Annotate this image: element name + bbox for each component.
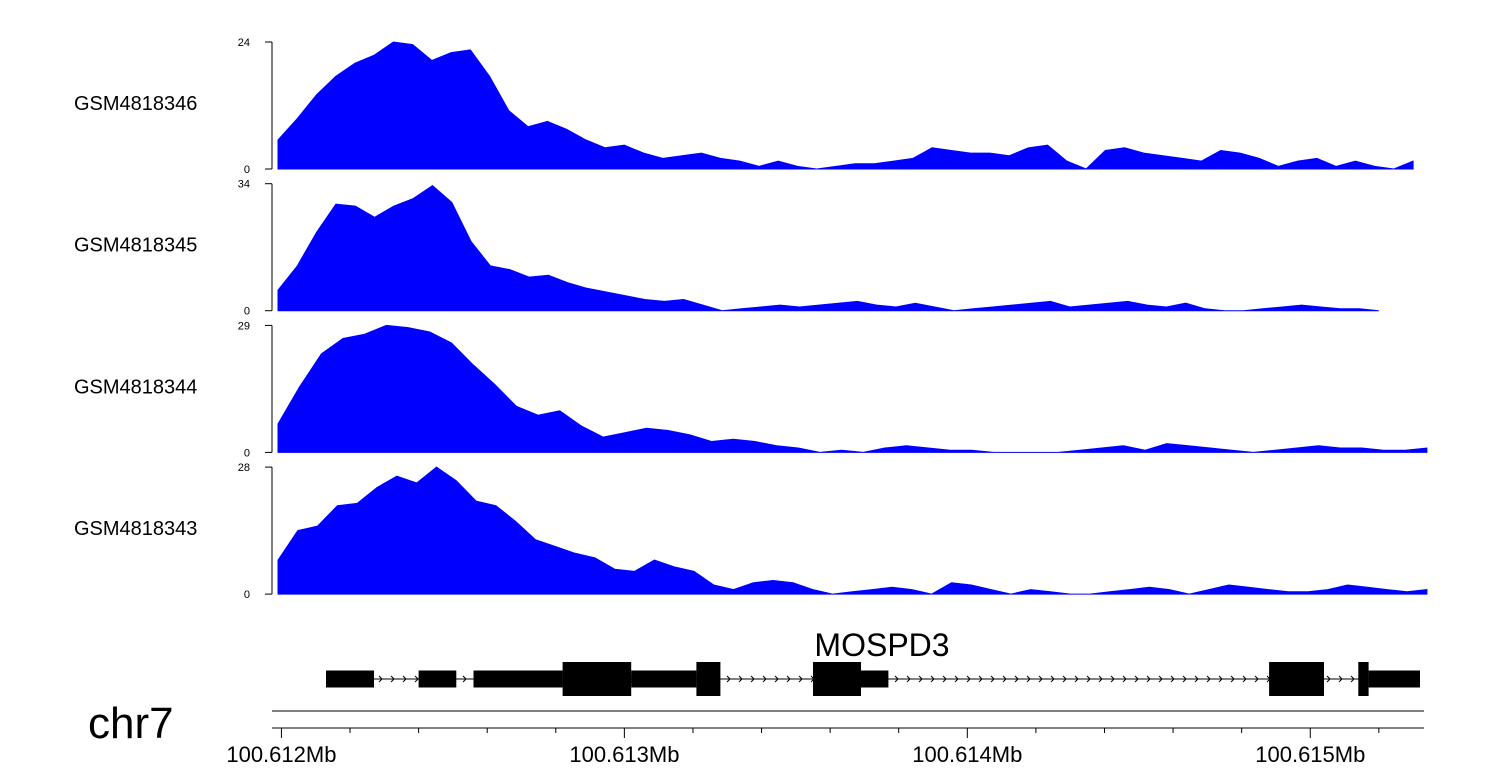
strand-arrow (762, 675, 767, 683)
coding-exon (813, 662, 861, 696)
x-tick-label: 100.614Mb (912, 742, 1022, 767)
strand-arrow (894, 675, 899, 683)
strand-arrow (1194, 675, 1199, 683)
strand-arrow (1098, 675, 1103, 683)
y-tick-label-max: 24 (238, 37, 250, 49)
strand-arrow (402, 675, 407, 683)
coverage-area (277, 184, 1379, 312)
strand-arrow (990, 675, 995, 683)
strand-arrow (966, 675, 971, 683)
strand-arrow (942, 675, 947, 683)
utr-exon (473, 670, 563, 688)
coverage-tracks: 240GSM4818346340GSM4818345290GSM48183442… (74, 37, 1428, 601)
strand-arrow (906, 675, 911, 683)
x-tick-label: 100.615Mb (1255, 742, 1365, 767)
strand-arrow (774, 675, 779, 683)
strand-arrow (1050, 675, 1055, 683)
strand-arrow (1074, 675, 1079, 683)
track-name: GSM4818346 (74, 93, 197, 115)
coding-exon (1358, 662, 1369, 696)
strand-arrow (1338, 675, 1343, 683)
y-tick-label-min: 0 (244, 306, 250, 318)
coverage-area (277, 466, 1428, 595)
strand-arrow (1086, 675, 1091, 683)
strand-arrow (798, 675, 803, 683)
track-GSM4818343: 28 0 GSM4818343 (74, 462, 1428, 601)
strand-arrow (1182, 675, 1187, 683)
strand-arrow (1134, 675, 1139, 683)
strand-arrow (378, 675, 383, 683)
strand-arrow (978, 675, 983, 683)
strand-arrow (1002, 675, 1007, 683)
coverage-area (277, 324, 1428, 453)
strand-arrow (1146, 675, 1151, 683)
track-GSM4818344: 29 0 GSM4818344 (74, 320, 1428, 459)
y-tick-label-min: 0 (244, 589, 250, 601)
track-name: GSM4818343 (74, 518, 197, 540)
strand-arrow (1062, 675, 1067, 683)
coding-exon (562, 662, 632, 696)
genomic-axis: chr7 100.612Mb 100.613Mb 100.614Mb 100.615M… (88, 699, 1424, 767)
strand-arrow (1158, 675, 1163, 683)
strand-arrow (1122, 675, 1127, 683)
coding-exon (696, 662, 721, 696)
strand-arrow (918, 675, 923, 683)
gene-label: MOSPD3 (814, 627, 949, 663)
track-GSM4818346: 24 0 GSM4818346 (74, 37, 1414, 176)
strand-arrow (1254, 675, 1259, 683)
y-tick-label-max: 28 (238, 462, 250, 474)
track-name: GSM4818344 (74, 376, 197, 398)
strand-arrow (786, 675, 791, 683)
strand-arrow (1170, 675, 1175, 683)
x-tick-label: 100.613Mb (569, 742, 679, 767)
strand-arrow (1230, 675, 1235, 683)
strand-arrow (726, 675, 731, 683)
utr-exon (1368, 670, 1420, 688)
strand-arrow (1014, 675, 1019, 683)
strand-arrow (1110, 675, 1115, 683)
x-tick-label: 100.612Mb (226, 742, 336, 767)
utr-exon (861, 670, 889, 688)
strand-arrow (1026, 675, 1031, 683)
strand-arrow (954, 675, 959, 683)
chromosome-label: chr7 (88, 699, 174, 748)
coding-exon (1269, 662, 1324, 696)
strand-arrow (462, 675, 467, 683)
strand-arrow (1218, 675, 1223, 683)
track-name: GSM4818345 (74, 235, 197, 257)
strand-arrow (1038, 675, 1043, 683)
strand-arrow (930, 675, 935, 683)
utr-exon (418, 670, 457, 688)
strand-arrow (1350, 675, 1355, 683)
strand-arrow (750, 675, 755, 683)
strand-arrow (414, 675, 419, 683)
y-tick-label-max: 34 (238, 179, 250, 191)
track-GSM4818345: 34 0 GSM4818345 (74, 179, 1379, 318)
strand-arrow (1242, 675, 1247, 683)
y-tick-label-min: 0 (244, 447, 250, 459)
strand-arrow (1326, 675, 1331, 683)
strand-arrow (738, 675, 743, 683)
utr-exon (631, 670, 697, 688)
y-tick-label-min: 0 (244, 164, 250, 176)
strand-arrow (390, 675, 395, 683)
y-tick-label-max: 29 (238, 320, 250, 332)
coverage-area (277, 41, 1414, 170)
gene-track: MOSPD3 (326, 627, 1420, 696)
utr-exon (326, 670, 374, 688)
strand-arrow (1206, 675, 1211, 683)
